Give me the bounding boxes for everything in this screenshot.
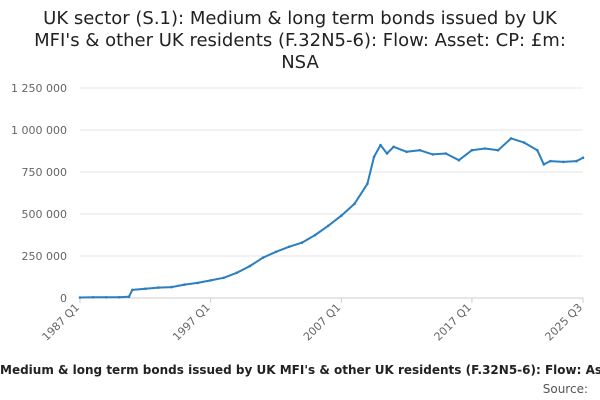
y-tick-label: 0	[60, 292, 67, 305]
data-point	[444, 152, 448, 155]
data-point	[385, 152, 389, 155]
data-point	[157, 286, 160, 289]
data-point	[183, 283, 186, 286]
data-point	[509, 137, 513, 140]
data-point	[496, 148, 500, 152]
source-label: Source:	[542, 382, 588, 396]
y-tick-label: 1 250 000	[11, 82, 67, 95]
data-point	[522, 141, 526, 144]
data-point	[287, 245, 291, 249]
data-point	[405, 150, 408, 154]
x-axis-ticks: 1987 Q1 1997 Q1 2007 Q1 2017 Q1 2025 Q3	[40, 298, 586, 344]
data-point	[209, 279, 212, 282]
data-point	[313, 233, 317, 237]
x-tick-label: 2017 Q1	[432, 301, 475, 344]
data-point	[222, 276, 225, 280]
chart-title: UK sector (S.1): Medium & long term bond…	[34, 8, 566, 73]
data-point	[196, 281, 199, 285]
data-point	[536, 148, 539, 152]
data-point	[575, 159, 578, 163]
y-axis: 0 250 000 500 000 750 000 1 000 000 1 250 000	[11, 82, 67, 305]
y-tick-label: 1 000 000	[11, 124, 67, 137]
y-tick-label: 250 000	[22, 250, 68, 263]
grid-lines	[80, 87, 583, 257]
x-tick-label: 2007 Q1	[301, 301, 344, 344]
data-point	[581, 156, 585, 159]
series-legend: Medium & long term bonds issued by UK MF…	[0, 363, 600, 377]
data-point	[144, 287, 147, 291]
data-point	[91, 296, 95, 299]
data-point	[127, 295, 131, 299]
x-tick-label: 1987 Q1	[40, 301, 83, 344]
data-point	[131, 288, 134, 292]
x-tick-label: 1997 Q1	[170, 301, 213, 344]
data-point	[379, 143, 382, 147]
data-point	[300, 241, 304, 244]
data-point	[483, 147, 487, 150]
data-point	[470, 148, 474, 152]
data-point	[372, 155, 376, 159]
series-line	[79, 137, 584, 299]
data-point	[392, 145, 395, 149]
data-point	[274, 250, 278, 254]
data-point	[117, 295, 121, 299]
data-point	[170, 285, 173, 289]
data-point	[261, 256, 265, 260]
y-tick-label: 500 000	[22, 208, 68, 221]
data-point	[418, 148, 422, 152]
data-point	[542, 163, 546, 166]
data-point	[248, 264, 252, 268]
data-point	[549, 159, 552, 163]
data-point	[78, 296, 82, 299]
plot-area	[78, 137, 585, 299]
data-point	[340, 214, 343, 217]
data-point	[366, 182, 369, 186]
data-point	[235, 271, 239, 275]
x-tick-label: 2025 Q3	[543, 301, 586, 344]
data-point	[457, 158, 461, 162]
data-point	[431, 153, 435, 156]
data-point	[104, 296, 108, 299]
y-tick-label: 750 000	[22, 166, 68, 179]
data-point	[353, 202, 356, 206]
data-point	[562, 160, 565, 164]
data-point	[326, 224, 330, 228]
